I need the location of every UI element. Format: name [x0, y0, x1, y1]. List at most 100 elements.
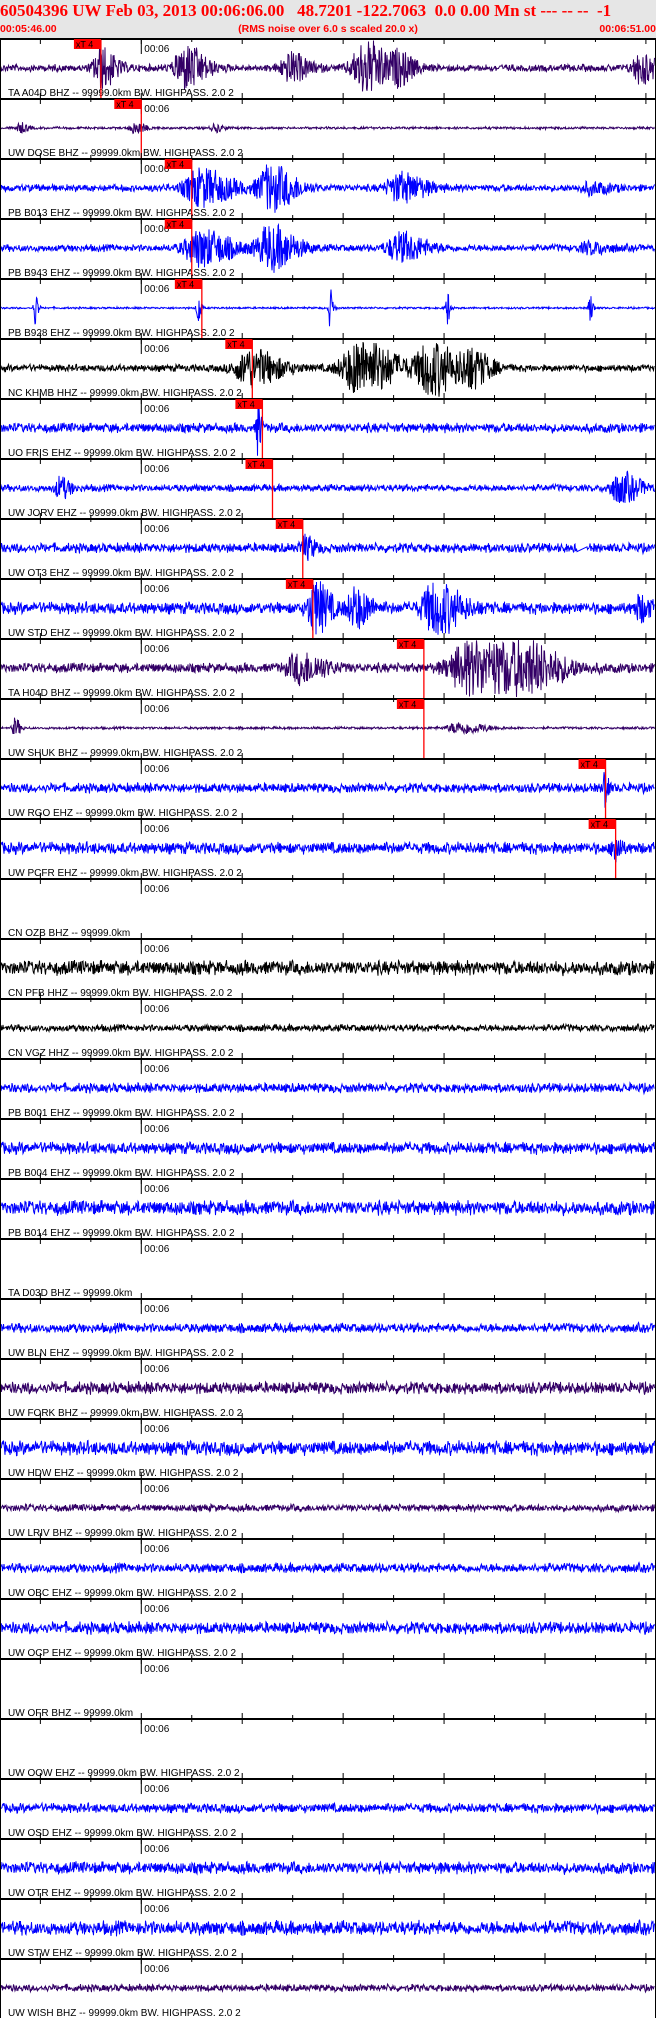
waveform [0, 470, 655, 504]
waveform [0, 717, 655, 736]
trace-label: CN OZB BHZ -- 99999.0km [8, 928, 130, 939]
pick-flag [114, 99, 142, 109]
minute-label: 00:06 [144, 164, 169, 175]
minute-label: 00:06 [144, 1544, 169, 1555]
minute-label: 00:06 [144, 1604, 169, 1615]
trace-label: UW RGO EHZ -- 99999.0km BW. HIGHPASS. 2.… [8, 808, 238, 819]
minute-label: 00:06 [144, 944, 169, 955]
trace-panel: 00:06 UW STW EHZ -- 99999.0km BW. HIGHPAS… [0, 1893, 656, 1959]
minute-label: 00:06 [144, 1004, 169, 1015]
trace-label: UO FRIS EHZ -- 99999.0km BW. HIGHPASS. 2… [8, 448, 236, 459]
trace-label: UW STW EHZ -- 99999.0km BW. HIGHPASS. 2.… [8, 1948, 237, 1959]
trace-label: UW HDW EHZ -- 99999.0km BW. HIGHPASS. 2.… [8, 1468, 239, 1479]
trace-label: UW OT3 EHZ -- 99999.0km BW. HIGHPASS. 2.… [8, 568, 234, 579]
minute-label: 00:06 [144, 764, 169, 775]
pick-label: xT 4 [167, 220, 184, 230]
trace-panel: 00:06 PB B014 EHZ -- 99999.0km BW. HIGHPA… [0, 1173, 656, 1239]
pick-flag [164, 219, 192, 229]
trace-label: UW LRIV BHZ -- 99999.0km BW. HIGHPASS. 2… [8, 1528, 237, 1539]
trace-panel: 00:06 CN OZB BHZ -- 99999.0km [0, 873, 656, 939]
waveform [0, 581, 655, 635]
minute-label: 00:06 [144, 224, 169, 235]
pick-label: xT 4 [288, 580, 305, 590]
end-time: 00:06:51.00 [599, 23, 656, 35]
event-title: 60504396 UW Feb 03, 2013 00:06:06.00 48.… [0, 1, 612, 20]
pick-flag [588, 819, 616, 829]
trace-panel: 00:06 PB B013 EHZ -- 99999.0km BW. HIGHPA… [0, 153, 656, 219]
pick-label: xT 4 [399, 700, 416, 710]
trace-panel: 00:06 UO FRIS EHZ -- 99999.0km BW. HIGHPA… [0, 393, 656, 459]
waveform [0, 289, 655, 327]
pick-label: xT 4 [591, 820, 608, 830]
pick-flag [396, 639, 424, 649]
waveform [0, 533, 655, 562]
trace-label: NC KHMB HHZ -- 99999.0km BW. HIGHPASS. 2… [8, 388, 242, 399]
pick-flag [245, 459, 273, 469]
minute-label: 00:06 [144, 44, 169, 55]
trace-label: PB B001 EHZ -- 99999.0km BW. HIGHPASS. 2… [8, 1108, 235, 1119]
trace-panel: 00:06 CN PFB HHZ -- 99999.0km BW. HIGHPAS… [0, 933, 656, 999]
trace-panel: 00:06 UW OT3 EHZ -- 99999.0km BW. HIGHPAS… [0, 513, 656, 579]
trace-label: CN PFB HHZ -- 99999.0km BW. HIGHPASS. 2.… [8, 988, 233, 999]
waveform [0, 1022, 655, 1034]
waveform [0, 406, 655, 456]
trace-label: CN VGZ HHZ -- 99999.0km BW. HIGHPASS. 2.… [8, 1048, 234, 1059]
minute-label: 00:06 [144, 1304, 169, 1315]
minute-label: 00:06 [144, 644, 169, 655]
trace-panel: 00:06 UW OBC EHZ -- 99999.0km BW. HIGHPAS… [0, 1533, 656, 1599]
trace-label: UW OCP EHZ -- 99999.0km BW. HIGHPASS. 2.… [8, 1648, 236, 1659]
waveform [0, 1321, 655, 1334]
trace-panel: 00:06 UW LRIV BHZ -- 99999.0km BW. HIGHPA… [0, 1473, 656, 1539]
waveform [0, 1982, 655, 1994]
minute-label: 00:06 [144, 1664, 169, 1675]
trace-panel: 00:06 NC KHMB HHZ -- 99999.0km BW. HIGHPA… [0, 333, 656, 399]
scaling-note: (RMS noise over 6.0 s scaled 20.0 x) [238, 23, 418, 35]
pick-label: xT 4 [278, 520, 295, 530]
trace-panel: 00:06 UW SHUK BHZ -- 99999.0km BW. HIGHPA… [0, 693, 656, 759]
trace-label: UW OTR EHZ -- 99999.0km BW. HIGHPASS. 2.… [8, 1888, 236, 1899]
pick-label: xT 4 [116, 100, 133, 110]
pick-flag [73, 39, 101, 49]
trace-label: PB B928 EHZ -- 99999.0km BW. HIGHPASS. 2… [8, 328, 235, 339]
minute-label: 00:06 [144, 1244, 169, 1255]
trace-panel: 00:06 TA A04D BHZ -- 99999.0km BW. HIGHPA… [0, 38, 656, 99]
trace-panel: 00:06 UW STD EHZ -- 99999.0km BW. HIGHPAS… [0, 573, 656, 639]
minute-label: 00:06 [144, 524, 169, 535]
minute-label: 00:06 [144, 1904, 169, 1915]
waveform [0, 1379, 655, 1395]
trace-panel: 00:06 UW OOW EHZ -- 99999.0km BW. HIGHPAS… [0, 1713, 656, 1779]
trace-panel: 00:06 UW OSD EHZ -- 99999.0km BW. HIGHPAS… [0, 1773, 656, 1839]
trace-panel: 00:06 UW DOSE BHZ -- 99999.0km BW. HIGHPA… [0, 93, 656, 159]
pick-label: xT 4 [227, 340, 244, 350]
trace-label: TA D03D BHZ -- 99999.0km [8, 1288, 132, 1299]
minute-label: 00:06 [144, 1124, 169, 1135]
trace-label: UW STD EHZ -- 99999.0km BW. HIGHPASS. 2.… [8, 628, 235, 639]
minute-label: 00:06 [144, 1964, 169, 1975]
minute-label: 00:06 [144, 464, 169, 475]
pick-flag [396, 699, 424, 709]
trace-panel: 00:06 UW FORK BHZ -- 99999.0km BW. HIGHPA… [0, 1353, 656, 1419]
pick-flag [285, 579, 313, 589]
pick-flag [174, 279, 202, 289]
waveform [0, 1198, 655, 1217]
minute-label: 00:06 [144, 104, 169, 115]
minute-label: 00:06 [144, 1784, 169, 1795]
waveform [0, 1141, 655, 1156]
minute-label: 00:06 [144, 284, 169, 295]
waveform [0, 1619, 655, 1635]
minute-label: 00:06 [144, 824, 169, 835]
trace-panel: 00:06 UW OTR EHZ -- 99999.0km BW. HIGHPAS… [0, 1833, 656, 1899]
trace-label: UW OOW EHZ -- 99999.0km BW. HIGHPASS. 2.… [8, 1768, 240, 1779]
waveform [0, 839, 655, 863]
trace-panel: 00:06 UW HDW EHZ -- 99999.0km BW. HIGHPAS… [0, 1413, 656, 1479]
pick-label: xT 4 [581, 760, 598, 770]
trace-label: UW JORV EHZ -- 99999.0km BW. HIGHPASS. 2… [8, 508, 241, 519]
waveform [0, 164, 655, 213]
pick-flag [225, 339, 253, 349]
trace-label: UW OBC EHZ -- 99999.0km BW. HIGHPASS. 2.… [8, 1588, 237, 1599]
trace-panel: 00:06 UW BLN EHZ -- 99999.0km BW. HIGHPAS… [0, 1293, 656, 1359]
minute-label: 00:06 [144, 1484, 169, 1495]
minute-label: 00:06 [144, 404, 169, 415]
trace-panel: 00:06 PB B001 EHZ -- 99999.0km BW. HIGHPA… [0, 1053, 656, 1119]
waveform [0, 1860, 655, 1876]
